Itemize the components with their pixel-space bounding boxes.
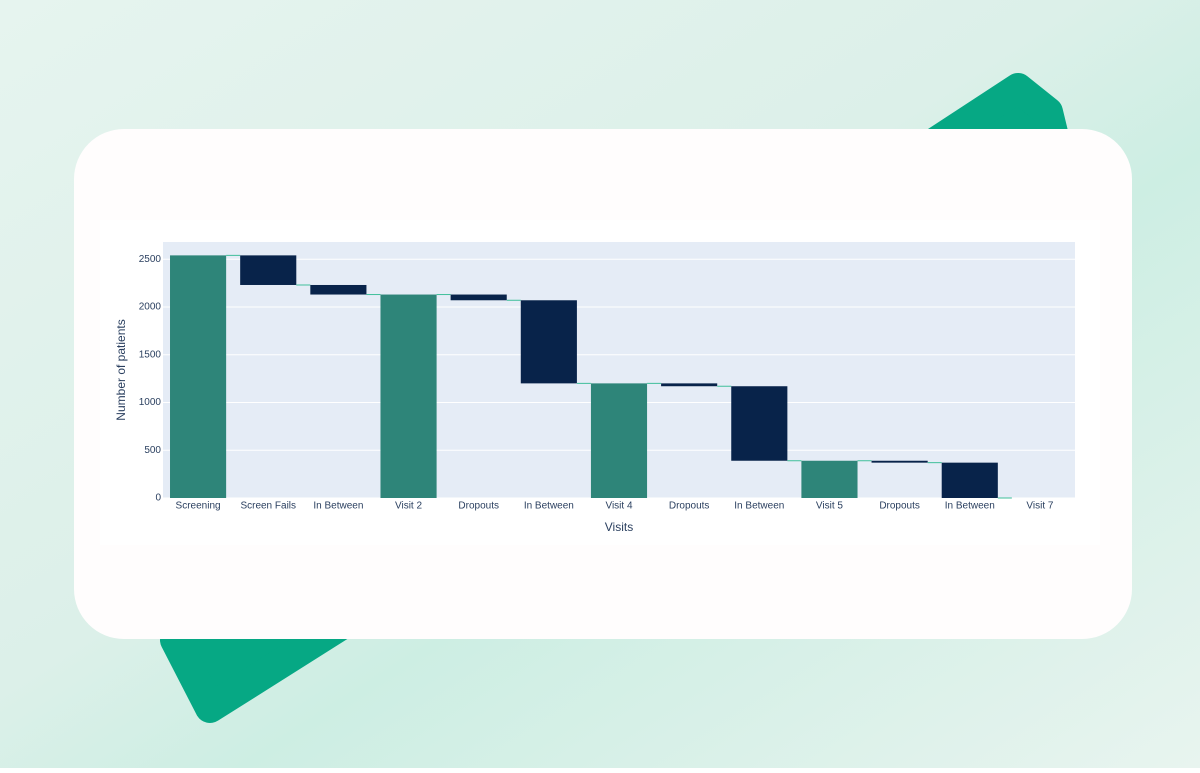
bar [731,386,788,461]
bar [170,255,227,498]
bar [450,294,507,301]
bar [310,284,367,295]
y-tick-label: 0 [155,493,161,504]
y-tick-label: 500 [144,445,161,456]
x-tick-label: Visit 5 [816,501,843,512]
x-tick-label: In Between [524,501,574,512]
bar [520,300,577,384]
x-tick-label: Screening [176,501,221,512]
x-tick-label: Visit 2 [395,501,422,512]
y-axis-title: Number of patients [114,319,128,420]
bar [871,460,928,463]
y-tick-label: 2500 [139,254,162,265]
x-tick-label: Screen Fails [240,501,296,512]
plot: 0 500 1000 1500 2000 2500 Screening Screen Fail… [139,254,1075,512]
x-tick-label: Dropouts [458,501,499,512]
bar [380,294,437,498]
bar [941,462,998,498]
bar [661,383,718,387]
bar [590,383,648,498]
y-tick-label: 2000 [139,302,162,313]
x-tick-label: In Between [734,501,784,512]
x-axis-title: Visits [605,520,633,534]
y-tick-label: 1500 [139,349,162,360]
y-tick-label: 1000 [139,397,162,408]
x-tick-label: In Between [945,501,995,512]
bar [801,460,858,498]
x-tick-label: In Between [313,501,363,512]
bar [240,255,297,285]
x-tick-label: Visit 4 [605,501,632,512]
x-tick-label: Visit 7 [1026,501,1053,512]
x-tick-label: Dropouts [669,501,710,512]
x-tick-label: Dropouts [879,501,920,512]
